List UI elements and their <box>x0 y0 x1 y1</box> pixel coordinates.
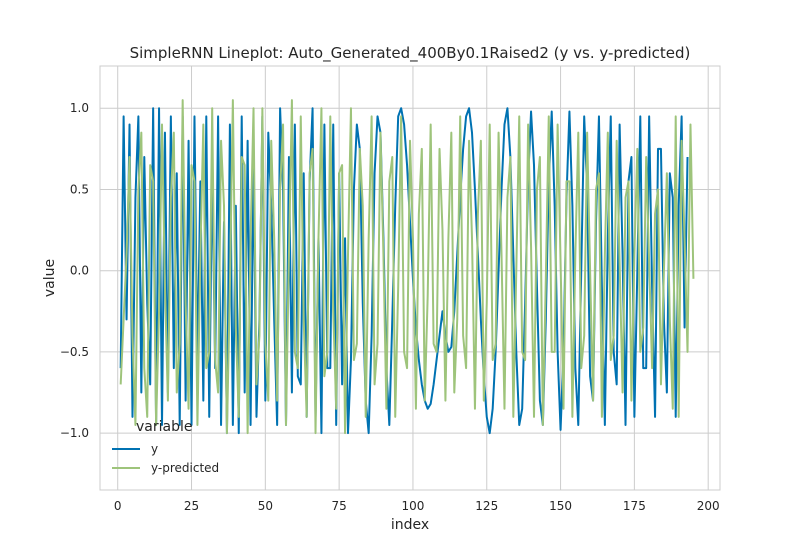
x-tick-label: 25 <box>184 499 199 513</box>
legend-label-y: y <box>151 442 158 456</box>
legend-title: variable <box>136 419 192 435</box>
series-layer <box>119 99 695 435</box>
x-tick-label: 0 <box>114 499 122 513</box>
series-line-y-predicted <box>119 99 695 435</box>
x-tick-label: 175 <box>623 499 646 513</box>
plot-frame <box>99 65 721 491</box>
x-tick-label: 200 <box>697 499 720 513</box>
y-axis-label: value <box>42 259 58 297</box>
chart-title: SimpleRNN Lineplot: Auto_Generated_400By… <box>130 44 691 63</box>
x-tick-label: 150 <box>549 499 572 513</box>
legend: variable y y-predicted <box>112 419 219 475</box>
y-tick-labels: −1.0 −0.5 0.0 0.5 1.0 <box>60 101 89 440</box>
y-tick-label: 1.0 <box>70 101 89 115</box>
y-tick-label: 0.0 <box>70 264 89 278</box>
y-tick-label: 0.5 <box>70 182 89 196</box>
legend-label-y-predicted: y-predicted <box>151 461 219 475</box>
x-axis-label: index <box>391 517 429 533</box>
x-tick-labels: 0 25 50 75 100 125 150 175 200 <box>114 499 720 513</box>
x-tick-label: 50 <box>258 499 273 513</box>
x-tick-label: 100 <box>401 499 424 513</box>
y-tick-label: −1.0 <box>60 426 89 440</box>
x-tick-label: 75 <box>332 499 347 513</box>
x-tick-label: 125 <box>475 499 498 513</box>
y-tick-label: −0.5 <box>60 345 89 359</box>
